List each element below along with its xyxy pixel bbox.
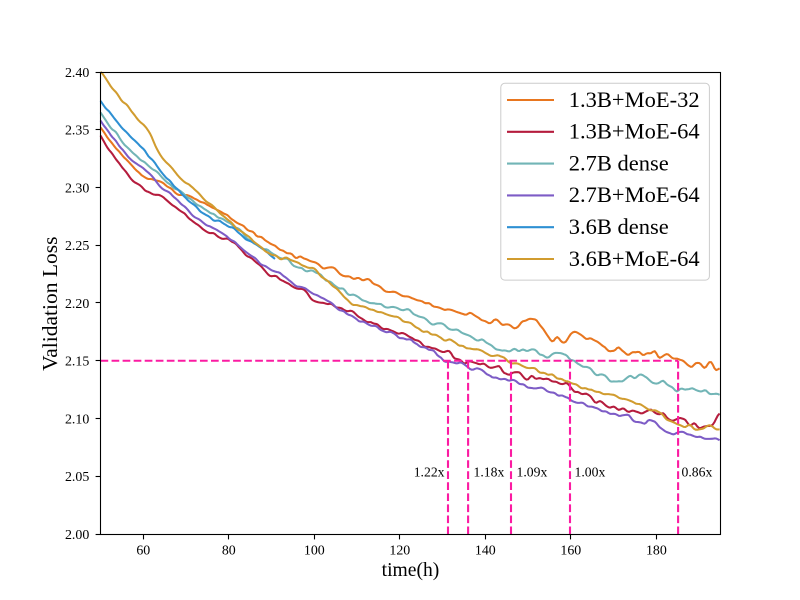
svg-text:0.86x: 0.86x xyxy=(682,465,713,480)
svg-text:100: 100 xyxy=(304,544,325,559)
svg-text:160: 160 xyxy=(560,544,581,559)
svg-text:80: 80 xyxy=(222,544,236,559)
svg-text:140: 140 xyxy=(475,544,496,559)
svg-text:2.20: 2.20 xyxy=(65,297,89,312)
svg-text:180: 180 xyxy=(646,544,667,559)
svg-text:Validation Loss: Validation Loss xyxy=(38,237,62,371)
svg-text:2.30: 2.30 xyxy=(65,181,89,196)
svg-text:2.35: 2.35 xyxy=(65,124,89,139)
svg-text:2.10: 2.10 xyxy=(65,412,89,427)
svg-text:1.09x: 1.09x xyxy=(517,465,548,480)
svg-text:1.22x: 1.22x xyxy=(414,465,445,480)
svg-text:1.00x: 1.00x xyxy=(575,465,606,480)
svg-text:2.05: 2.05 xyxy=(65,470,89,485)
svg-text:2.7B+MoE-64: 2.7B+MoE-64 xyxy=(569,182,700,207)
svg-text:2.15: 2.15 xyxy=(65,355,89,370)
svg-text:1.18x: 1.18x xyxy=(474,465,505,480)
svg-text:1.3B+MoE-64: 1.3B+MoE-64 xyxy=(569,119,700,144)
svg-text:2.7B dense: 2.7B dense xyxy=(569,150,669,175)
svg-text:2.40: 2.40 xyxy=(65,66,89,81)
svg-text:60: 60 xyxy=(136,544,150,559)
svg-text:2.00: 2.00 xyxy=(65,528,89,543)
svg-text:2.25: 2.25 xyxy=(65,239,89,254)
svg-text:1.3B+MoE-32: 1.3B+MoE-32 xyxy=(569,87,700,112)
svg-text:120: 120 xyxy=(389,544,410,559)
svg-text:3.6B+MoE-64: 3.6B+MoE-64 xyxy=(569,246,700,271)
svg-text:time(h): time(h) xyxy=(382,560,440,581)
svg-text:3.6B dense: 3.6B dense xyxy=(569,214,669,239)
